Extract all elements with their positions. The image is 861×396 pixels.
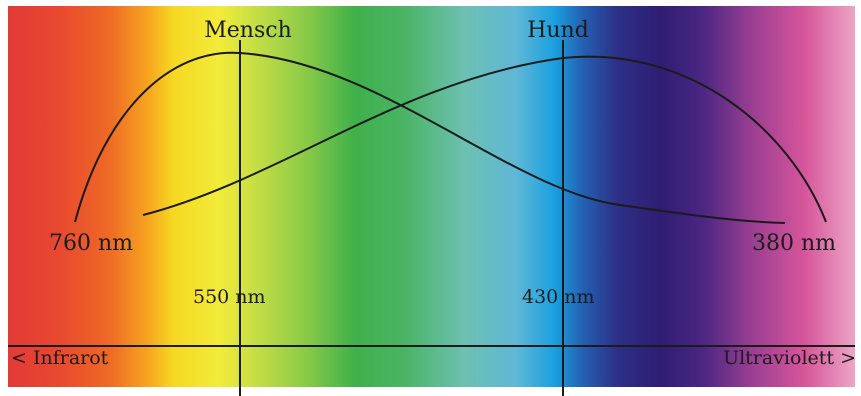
- wavelength-760-label: 760 nm: [49, 231, 133, 256]
- ultraviolet-label: Ultraviolett >: [723, 347, 856, 369]
- human-peak-label: 550 nm: [193, 286, 266, 308]
- dog-sensitivity-curve: [142, 55, 827, 223]
- dog-peak-label: 430 nm: [522, 286, 595, 308]
- infrared-label: < Infrarot: [11, 347, 109, 369]
- dog-label: Hund: [527, 18, 589, 43]
- wavelength-380-label: 380 nm: [752, 231, 836, 256]
- color-spectrum-background: [8, 6, 855, 387]
- human-label: Mensch: [204, 18, 292, 43]
- human-sensitivity-curve: [74, 51, 786, 224]
